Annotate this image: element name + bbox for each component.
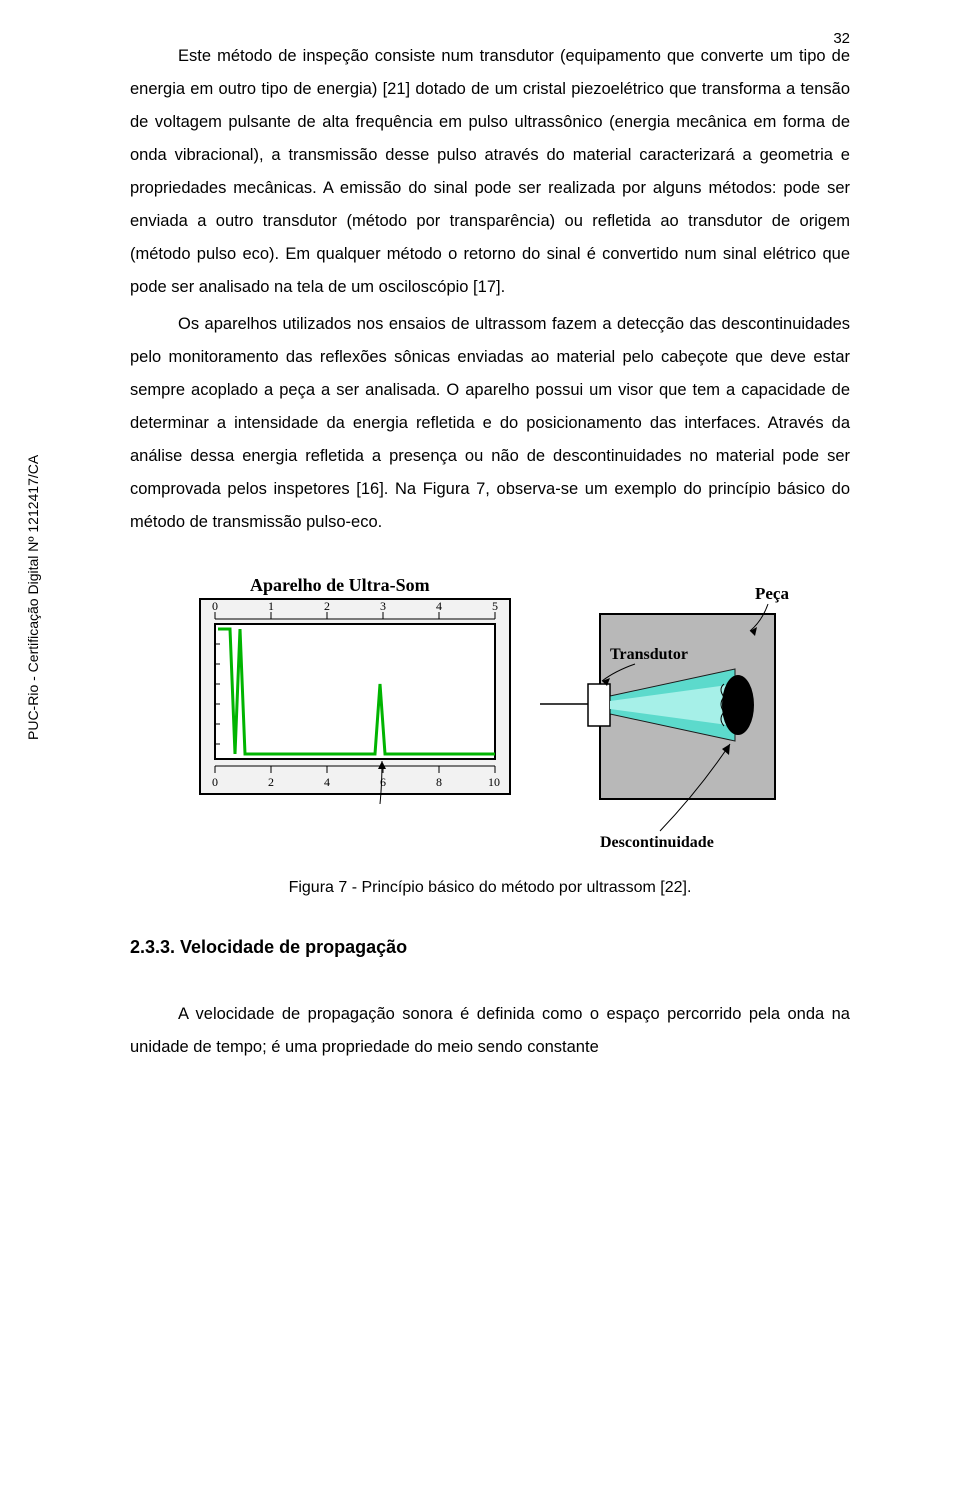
bot-tick-1: 2: [268, 775, 274, 789]
top-tick-4: 4: [436, 599, 442, 613]
top-tick-1: 1: [268, 599, 274, 613]
top-tick-5: 5: [492, 599, 498, 613]
label-peca: Peça: [755, 584, 789, 603]
label-transdutor: Transdutor: [610, 646, 688, 663]
oscilloscope-screen: [215, 624, 495, 759]
top-tick-2: 2: [324, 599, 330, 613]
figure-7-diagram: Aparelho de Ultra-Som 0 1 2 3 4 5: [180, 569, 800, 859]
device-title: Aparelho de Ultra-Som: [250, 575, 430, 595]
figure-wrap: Aparelho de Ultra-Som 0 1 2 3 4 5: [130, 569, 850, 859]
paragraph-3: A velocidade de propagação sonora é defi…: [130, 998, 850, 1064]
bot-tick-4: 8: [436, 775, 442, 789]
page-number: 32: [833, 30, 850, 47]
bot-tick-0: 0: [212, 775, 218, 789]
top-tick-0: 0: [212, 599, 218, 613]
paragraph-1: Este método de inspeção consiste num tra…: [130, 40, 850, 304]
bot-tick-2: 4: [324, 775, 330, 789]
defect-shape: [722, 675, 754, 735]
bot-tick-5: 10: [488, 775, 500, 789]
section-heading: 2.3.3. Velocidade de propagação: [130, 937, 850, 958]
document-page: 32 PUC-Rio - Certificação Digital Nº 121…: [0, 0, 960, 1505]
transducer-block: [588, 684, 610, 726]
certification-label: PUC-Rio - Certificação Digital Nº 121241…: [25, 455, 41, 740]
paragraph-2: Os aparelhos utilizados nos ensaios de u…: [130, 308, 850, 539]
figure-caption: Figura 7 - Princípio básico do método po…: [130, 879, 850, 897]
top-tick-3: 3: [380, 599, 386, 613]
label-descontinuidade: Descontinuidade: [600, 834, 714, 851]
